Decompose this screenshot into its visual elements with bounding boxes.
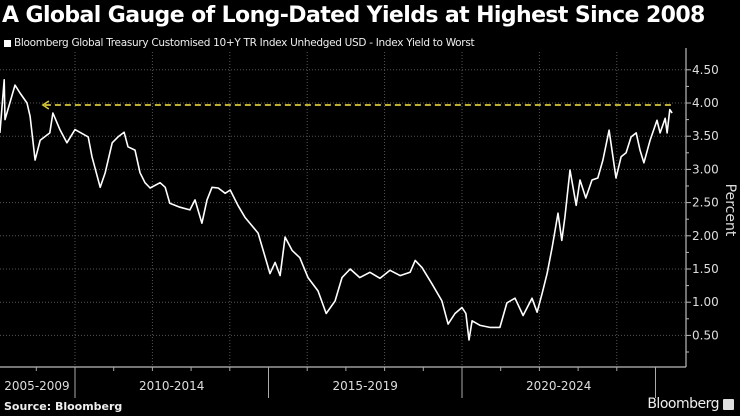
x-group-label: 2020-2024 bbox=[526, 379, 591, 393]
y-tick-label: 2.00 bbox=[692, 229, 719, 243]
legend-swatch bbox=[4, 39, 11, 47]
y-tick-label: 4.50 bbox=[692, 63, 719, 77]
y-axis-label: Percent bbox=[722, 184, 738, 237]
brand-label: Bloomberg bbox=[647, 396, 719, 412]
y-tick-label: 1.00 bbox=[692, 295, 719, 309]
x-group-label: 2005-2009 bbox=[4, 379, 69, 393]
y-tick-label: 2.50 bbox=[692, 196, 719, 210]
chart-title: A Global Gauge of Long-Dated Yields at H… bbox=[2, 3, 705, 28]
legend-label: Bloomberg Global Treasury Customised 10+… bbox=[14, 37, 475, 49]
y-tick-label: 0.50 bbox=[692, 328, 719, 342]
arrow-left-icon bbox=[41, 100, 50, 110]
legend: Bloomberg Global Treasury Customised 10+… bbox=[4, 37, 475, 49]
bloomberg-logo-icon bbox=[723, 398, 734, 410]
y-tick-label: 4.00 bbox=[692, 96, 719, 110]
x-group-label: 2015-2019 bbox=[333, 379, 398, 393]
bloomberg-logo: Bloomberg bbox=[647, 396, 734, 412]
x-group-label: 2010-2014 bbox=[139, 379, 204, 393]
yield-line bbox=[0, 79, 673, 341]
y-tick-label: 1.50 bbox=[692, 262, 719, 276]
source-note: Source: Bloomberg bbox=[4, 400, 123, 413]
y-tick-label: 3.00 bbox=[692, 162, 719, 176]
y-tick-label: 3.50 bbox=[692, 129, 719, 143]
